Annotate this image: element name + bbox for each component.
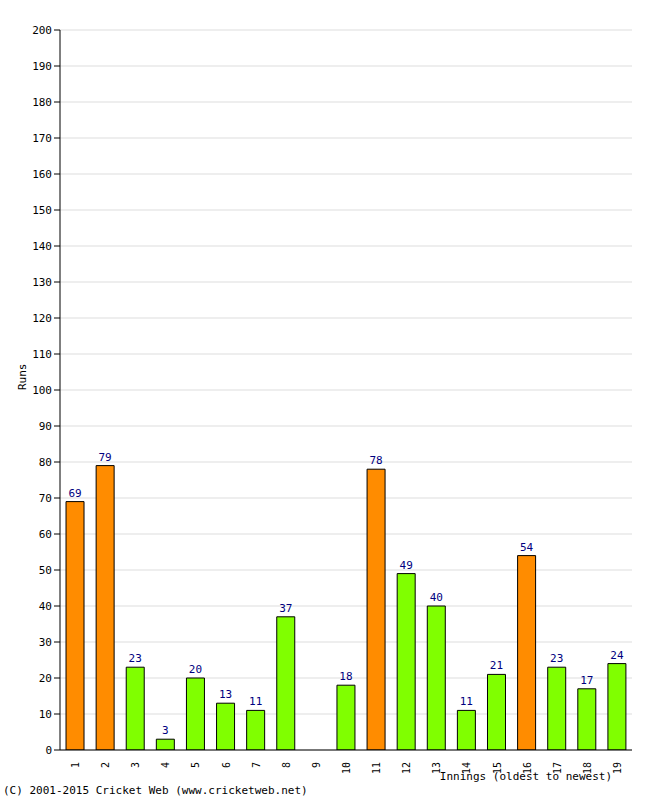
svg-text:10: 10	[39, 708, 52, 721]
svg-text:40: 40	[430, 591, 443, 604]
svg-text:19: 19	[612, 762, 623, 774]
svg-text:130: 130	[32, 276, 52, 289]
svg-text:110: 110	[32, 348, 52, 361]
svg-text:13: 13	[219, 688, 232, 701]
svg-text:21: 21	[490, 659, 503, 672]
svg-text:24: 24	[610, 649, 624, 662]
svg-text:13: 13	[431, 762, 443, 774]
svg-text:80: 80	[39, 456, 52, 469]
svg-text:160: 160	[32, 168, 52, 181]
svg-text:10: 10	[341, 762, 352, 774]
svg-text:2: 2	[100, 762, 111, 768]
html-text:(C) 2001-2015 Cricket Web (www: (C) 2001-2015 Cricket Web (www.cricketwe…	[3, 784, 308, 797]
svg-text:18: 18	[339, 670, 352, 683]
svg-text:170: 170	[32, 132, 52, 145]
svg-text:3: 3	[162, 724, 169, 737]
svg-text:4: 4	[160, 762, 171, 768]
svg-text:23: 23	[550, 652, 563, 665]
svg-text:12: 12	[401, 762, 412, 774]
svg-text:8: 8	[281, 762, 292, 768]
svg-text:14: 14	[461, 762, 473, 774]
svg-text:50: 50	[39, 564, 52, 577]
svg-text:23: 23	[129, 652, 142, 665]
svg-text:69: 69	[68, 487, 81, 500]
svg-text:18: 18	[581, 762, 593, 774]
svg-text:Innings (oldest to newest): Innings (oldest to newest)	[440, 770, 612, 783]
svg-text:180: 180	[32, 96, 52, 109]
svg-text:140: 140	[32, 240, 52, 253]
svg-text:11: 11	[460, 695, 473, 708]
svg-text:49: 49	[400, 559, 413, 572]
svg-text:5: 5	[190, 762, 201, 768]
svg-text:30: 30	[39, 636, 52, 649]
svg-text:7: 7	[251, 762, 262, 768]
svg-text:54: 54	[520, 541, 534, 554]
svg-text:9: 9	[311, 762, 322, 768]
svg-text:15: 15	[491, 762, 503, 774]
svg-text:20: 20	[189, 663, 202, 676]
svg-text:40: 40	[39, 600, 52, 613]
svg-text:90: 90	[39, 420, 52, 433]
svg-text:78: 78	[369, 454, 382, 467]
svg-text:6: 6	[221, 762, 232, 768]
svg-text:11: 11	[371, 762, 382, 774]
svg-text:100: 100	[32, 384, 52, 397]
svg-text:60: 60	[39, 528, 52, 541]
svg-text:Runs: Runs	[16, 364, 29, 391]
svg-text:190: 190	[32, 60, 52, 73]
svg-text:200: 200	[32, 24, 52, 37]
svg-text:0: 0	[45, 744, 52, 757]
svg-text:3: 3	[130, 762, 141, 768]
svg-text:70: 70	[39, 492, 52, 505]
svg-text:79: 79	[99, 451, 112, 464]
svg-text:120: 120	[32, 312, 52, 325]
svg-text:16: 16	[521, 762, 533, 774]
svg-text:17: 17	[551, 762, 563, 774]
svg-text:17: 17	[580, 674, 593, 687]
svg-text:37: 37	[279, 602, 292, 615]
svg-text:11: 11	[249, 695, 262, 708]
svg-text:1: 1	[70, 762, 81, 768]
svg-text:150: 150	[32, 204, 52, 217]
svg-text:20: 20	[39, 672, 52, 685]
